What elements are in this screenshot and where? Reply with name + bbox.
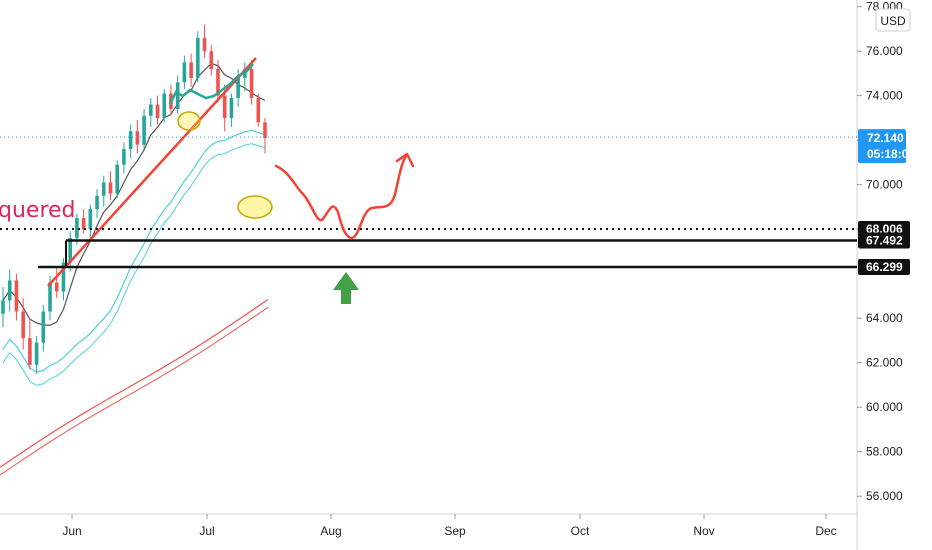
candle-body	[61, 262, 66, 292]
candle-body	[48, 282, 52, 312]
candle-body	[249, 68, 254, 98]
candle-body	[28, 338, 32, 365]
candle-body	[14, 280, 19, 312]
candle-body	[209, 51, 214, 69]
moving-average-mid-band	[2, 143, 266, 386]
candle-body	[263, 122, 267, 138]
candle-body	[148, 104, 153, 116]
moving-average-slow	[2, 62, 266, 326]
candle-body	[128, 131, 133, 150]
price-level-label: 67.492	[866, 233, 903, 247]
projection-arrowhead-icon	[395, 152, 415, 168]
short-moving-average-highlight	[168, 63, 254, 105]
candle-body	[7, 280, 12, 301]
price-tick-label: 58.000	[866, 445, 903, 459]
candle-body	[41, 311, 46, 343]
price-level-tag	[858, 232, 910, 249]
highlight-circle	[237, 195, 273, 219]
candle-body	[196, 37, 200, 78]
bar-countdown: 05:18:03	[867, 147, 915, 161]
candlestick-series	[1, 24, 267, 374]
candle-body	[175, 82, 180, 110]
candle-body	[202, 37, 207, 52]
candle-body	[88, 209, 93, 230]
price-level-label: 66.299	[866, 260, 903, 274]
moving-average-mid	[2, 129, 266, 373]
price-tick-label: 74.000	[866, 89, 903, 103]
moving-averages	[0, 62, 269, 476]
candle-body	[229, 97, 234, 118]
candle-body	[54, 282, 59, 292]
current-price-label: 72.140	[867, 131, 904, 145]
price-tick-label: 56.000	[866, 489, 903, 503]
time-tick-label: Oct	[571, 524, 590, 538]
price-tick-label: 76.000	[866, 44, 903, 58]
candle-body	[142, 115, 146, 145]
candle-body	[189, 62, 193, 78]
candle-body	[68, 238, 72, 263]
candle-body	[122, 149, 126, 165]
candle-body	[162, 93, 167, 118]
candle-body	[21, 311, 25, 339]
price-tick-label: 60.000	[866, 400, 903, 414]
price-tick-label: 62.000	[866, 356, 903, 370]
candle-body	[222, 95, 227, 118]
candle-body	[115, 164, 120, 194]
moving-average-long-band	[0, 306, 269, 476]
time-tick-label: Jul	[199, 524, 214, 538]
candle-body	[236, 77, 240, 98]
candle-body	[135, 131, 140, 145]
candle-body	[81, 218, 86, 230]
time-tick-label: Sep	[444, 524, 466, 538]
projection-path	[274, 154, 408, 240]
currency-button[interactable]	[875, 8, 911, 32]
currency-button-label: USD	[880, 14, 906, 28]
highlight-circle	[177, 111, 201, 131]
candle-body	[108, 182, 113, 194]
price-tick-label: 64.000	[866, 311, 903, 325]
green-up-arrow-icon	[333, 272, 359, 304]
price-tick-label: 70.000	[866, 178, 903, 192]
time-axis: Jun Jul Aug Sep Oct Nov Dec	[62, 514, 837, 538]
candle-body	[182, 62, 187, 83]
candle-body	[256, 97, 261, 123]
moving-average-long	[0, 299, 269, 468]
candle-body	[34, 342, 39, 365]
time-tick-label: Nov	[693, 524, 714, 538]
candle-body	[155, 104, 160, 118]
time-tick-label: Aug	[320, 524, 341, 538]
candle-body	[1, 300, 5, 314]
current-price-tag	[858, 129, 906, 164]
candle-body	[75, 218, 79, 239]
candle-body	[95, 195, 99, 210]
candle-body	[216, 68, 220, 96]
time-tick-label: Dec	[815, 524, 836, 538]
candle-body	[101, 182, 106, 196]
annotation-text: quered	[0, 198, 76, 223]
time-tick-label: Jun	[62, 524, 81, 538]
price-levels	[0, 228, 857, 269]
trendline	[47, 57, 257, 287]
price-level-tag	[858, 259, 910, 276]
